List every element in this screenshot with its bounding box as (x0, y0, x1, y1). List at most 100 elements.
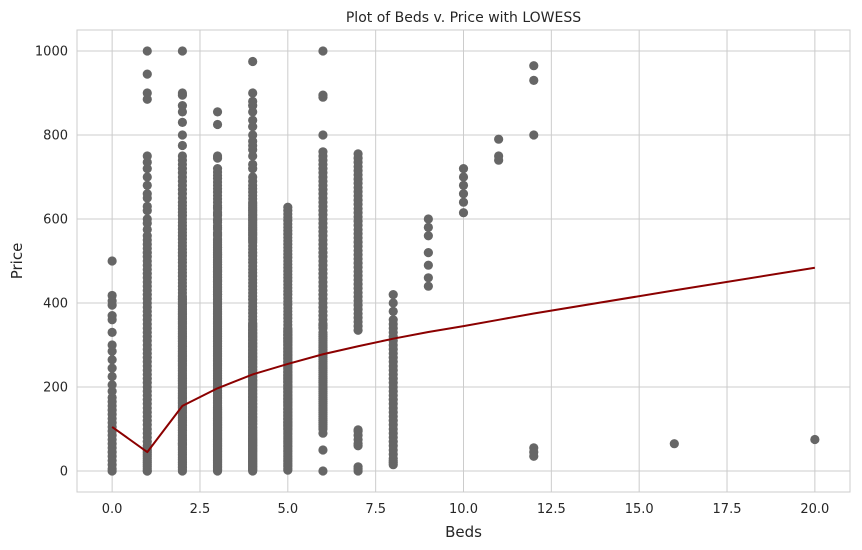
data-point (248, 151, 258, 161)
data-point (669, 439, 679, 449)
data-point (458, 208, 469, 218)
data-point (142, 164, 152, 174)
data-point (248, 159, 258, 169)
data-point (388, 290, 398, 300)
data-point (107, 340, 117, 350)
data-point (529, 75, 539, 85)
data-point (423, 248, 433, 258)
data-point (177, 117, 188, 127)
data-point (142, 88, 152, 98)
data-point (529, 61, 539, 71)
data-point (494, 151, 504, 161)
data-point (458, 197, 469, 207)
data-point (423, 231, 433, 241)
data-point (107, 311, 117, 321)
data-point (529, 130, 539, 140)
data-point (248, 130, 258, 140)
x-axis-label: Beds (445, 523, 482, 541)
data-point (388, 306, 398, 316)
data-point (388, 315, 398, 325)
y-tick-label: 200 (43, 381, 68, 396)
data-point (318, 329, 328, 340)
data-point (107, 327, 117, 337)
x-tick-label: 5.0 (277, 502, 298, 517)
y-tick-label: 1000 (35, 45, 68, 60)
data-point (283, 324, 293, 334)
data-point (107, 363, 117, 373)
data-point (107, 346, 117, 356)
data-point (248, 115, 258, 125)
data-point (177, 88, 188, 98)
x-tick-label: 0.0 (102, 502, 123, 517)
data-point (142, 151, 152, 161)
data-point (142, 180, 152, 190)
data-point (107, 371, 117, 382)
x-tick-label: 2.5 (190, 502, 211, 517)
data-point (107, 380, 117, 390)
data-point (177, 107, 188, 117)
data-point (248, 427, 258, 437)
x-tick-label: 20.0 (800, 502, 829, 517)
data-point (212, 239, 223, 249)
data-point (458, 172, 469, 182)
y-tick-label: 0 (60, 465, 68, 480)
data-point (142, 94, 152, 104)
plot-frame (76, 29, 851, 493)
chart-title: Plot of Beds v. Price with LOWESS (346, 10, 581, 26)
data-point (423, 260, 433, 270)
data-point (212, 107, 223, 117)
data-point (353, 149, 363, 159)
data-point (458, 189, 469, 199)
data-point (212, 164, 223, 174)
x-tick-label: 10.0 (449, 502, 478, 517)
data-point (177, 293, 188, 303)
data-point (248, 136, 258, 146)
data-point (494, 134, 504, 144)
x-tick-label: 15.0 (625, 502, 654, 517)
data-point (458, 180, 469, 190)
data-point (142, 224, 152, 235)
data-point (107, 290, 117, 301)
data-point (248, 56, 258, 67)
data-point (177, 46, 188, 56)
scatter-points (107, 46, 820, 476)
data-point (318, 46, 328, 56)
data-point (248, 107, 258, 117)
data-point (318, 130, 328, 140)
data-point (142, 214, 152, 224)
data-point (107, 355, 117, 365)
data-point (142, 46, 152, 56)
data-point (248, 172, 258, 182)
data-point (107, 386, 117, 396)
data-point (248, 88, 258, 98)
data-point (353, 441, 363, 451)
data-point (142, 231, 152, 241)
y-tick-label: 400 (43, 297, 68, 312)
data-point (529, 443, 539, 453)
data-point (107, 256, 117, 266)
y-tick-labels: 0 200 400 600 800 1000 (35, 45, 68, 480)
data-point (458, 164, 469, 174)
grid-lines (77, 30, 850, 492)
data-point (353, 462, 363, 472)
x-tick-label: 12.5 (537, 502, 566, 517)
data-point (142, 189, 152, 199)
x-tick-labels: 0.0 2.5 5.0 7.5 10.0 12.5 15.0 17.5 20.0 (102, 502, 830, 517)
data-point (318, 445, 328, 455)
y-tick-label: 800 (43, 129, 68, 144)
data-point (248, 96, 258, 106)
y-tick-label: 600 (43, 213, 68, 228)
data-point (107, 392, 117, 403)
data-point (177, 101, 188, 111)
data-point (177, 130, 188, 140)
x-tick-label: 7.5 (365, 502, 386, 517)
data-point (212, 119, 223, 130)
data-point (177, 151, 188, 161)
data-point (423, 281, 433, 291)
data-point (177, 140, 188, 151)
data-point (318, 147, 328, 157)
data-point (318, 466, 328, 476)
data-point (142, 201, 152, 211)
data-point (248, 122, 258, 132)
